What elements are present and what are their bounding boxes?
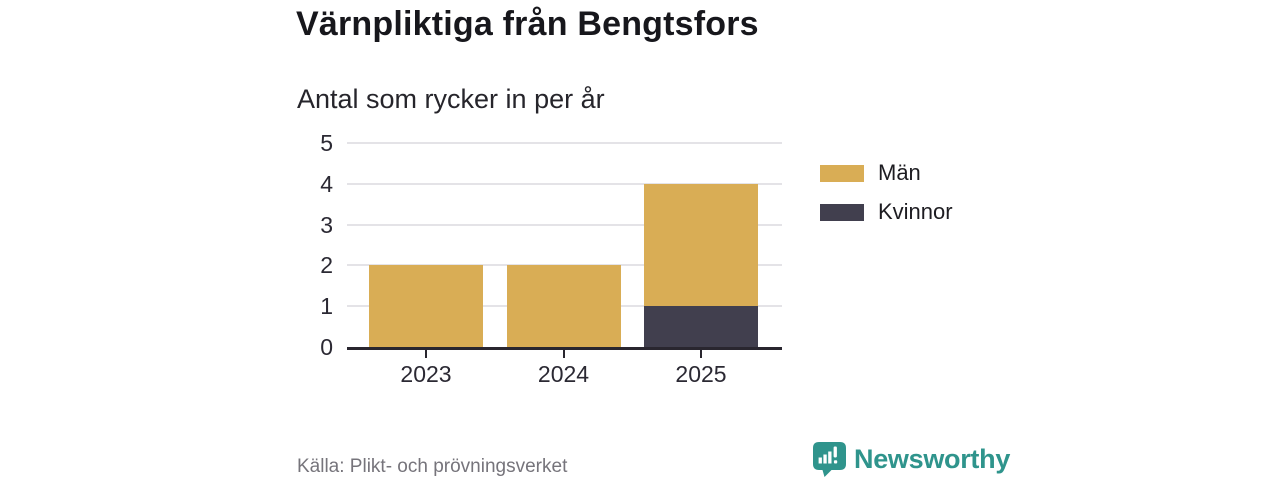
x-tick-label: 2023 xyxy=(400,361,452,387)
newsworthy-logo-text: Newsworthy xyxy=(854,444,1011,474)
x-tick-label: 2025 xyxy=(675,361,727,387)
legend: Män Kvinnor xyxy=(820,160,953,238)
newsworthy-logo-icon xyxy=(813,442,846,477)
logo-bars-icon xyxy=(818,446,838,464)
source-note: Källa: Plikt- och prövningsverket xyxy=(297,456,568,477)
y-tick-label: 2 xyxy=(320,252,333,279)
x-tick-label: 2024 xyxy=(537,361,590,387)
legend-item-kvinnor: Kvinnor xyxy=(820,199,953,225)
bar-segment-män xyxy=(644,183,758,307)
y-tick-label: 0 xyxy=(320,334,333,360)
newsworthy-logo: Newsworthy xyxy=(812,441,1010,477)
gridline xyxy=(347,223,782,226)
legend-item-män: Män xyxy=(820,160,953,186)
legend-label: Kvinnor xyxy=(878,199,953,224)
y-tick-label: 1 xyxy=(320,293,333,320)
x-axis-tick xyxy=(425,350,427,358)
plot-area: 0 1 2 3 4 5 2023 2024 2025 xyxy=(320,130,782,387)
bar-segment-män xyxy=(369,265,483,347)
bar-segment-kvinnor xyxy=(644,306,758,347)
legend-swatch xyxy=(820,203,864,221)
gridline xyxy=(347,142,782,144)
y-tick-label: 3 xyxy=(320,211,333,238)
x-axis-tick xyxy=(700,350,702,358)
bar-segment-män xyxy=(506,265,621,347)
y-tick-label: 4 xyxy=(320,170,333,197)
gridline xyxy=(347,182,782,185)
chart-title: Värnpliktiga från Bengtsfors xyxy=(296,5,759,43)
legend-label: Män xyxy=(878,160,921,185)
legend-swatch xyxy=(820,164,864,182)
chart-subtitle: Antal som rycker in per år xyxy=(297,84,605,114)
y-tick-label: 5 xyxy=(320,130,333,156)
x-axis-tick xyxy=(562,350,565,358)
